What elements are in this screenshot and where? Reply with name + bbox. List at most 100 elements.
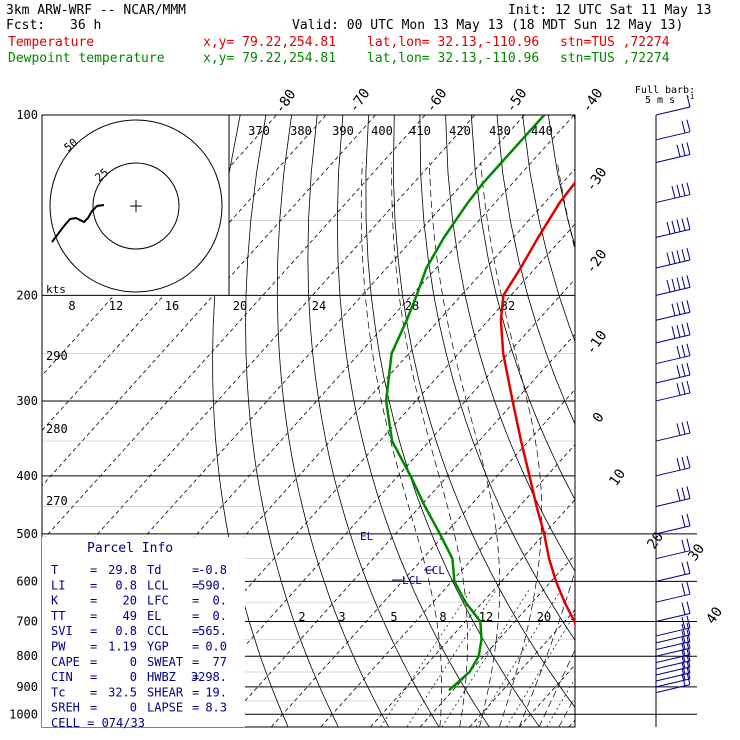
parcel-param-value: -0.8	[198, 563, 227, 577]
parcel-param-value: 29.8	[108, 563, 137, 577]
theta-label: 420	[449, 124, 471, 138]
mixing-ratio-line	[406, 589, 497, 727]
theta-label: 380	[290, 124, 312, 138]
theta-inset-label: 280	[46, 422, 68, 436]
wind-barb	[655, 538, 691, 560]
hodograph-unit-label: kts	[46, 283, 66, 296]
wind-barb	[655, 275, 691, 296]
pressure-tick-label: 1000	[9, 707, 38, 721]
parcel-param-name: YGP	[147, 640, 169, 654]
speed-scale-label: 32	[501, 299, 515, 313]
theta-inset-label: 290	[46, 349, 68, 363]
isotherm-line	[618, 115, 740, 727]
isotherm-label: -70	[346, 86, 374, 116]
parcel-equals: =	[192, 624, 199, 638]
dry-adiabat	[651, 115, 740, 727]
speed-scale-label: 20	[233, 299, 247, 313]
parcel-param-value: 19.	[205, 685, 227, 699]
isotherm-line	[42, 115, 575, 707]
barb-legend-value: 5 m s	[645, 95, 675, 106]
wind-barb	[655, 615, 691, 637]
parcel-equals: =	[90, 655, 97, 669]
parcel-equals: =	[90, 563, 97, 577]
dewpoint-profile	[384, 115, 546, 692]
parcel-equals: =	[90, 640, 97, 654]
speed-scale-label: 24	[312, 299, 326, 313]
pressure-tick-label: 500	[16, 527, 38, 541]
parcel-param-value: 0	[130, 655, 137, 669]
temperature-profile	[499, 181, 575, 627]
wind-barb	[655, 601, 691, 622]
parcel-info-box	[42, 537, 245, 727]
dry-adiabat	[307, 115, 440, 727]
parcel-equals: =	[192, 578, 199, 592]
parcel-param-value: 0	[130, 670, 137, 684]
parcel-param-name: SWEAT	[147, 655, 183, 669]
parcel-param-name: LCL	[147, 578, 169, 592]
init-time: Init: 12 UTC Sat 11 May 13	[508, 3, 712, 18]
parcel-param-value: 590.	[198, 578, 227, 592]
el-marker: EL	[360, 530, 374, 543]
hodograph-ring-25	[92, 162, 180, 250]
mixing-ratio-line	[546, 677, 575, 727]
moist-adiabat	[518, 162, 575, 727]
wind-barb	[655, 513, 691, 535]
dry-adiabat	[677, 115, 740, 727]
speed-scale-label: 12	[109, 299, 123, 313]
isotherm-line	[72, 168, 575, 727]
isotherm-line	[419, 554, 575, 727]
parcel-param-name: EL	[147, 609, 161, 623]
temperature-legend: Temperature	[8, 35, 95, 50]
moist-adiabat	[360, 162, 443, 727]
lcl-marker: LCL	[402, 574, 422, 587]
parcel-equals: =	[192, 563, 199, 577]
wind-barb	[655, 217, 691, 238]
parcel-param-value: 0.	[213, 594, 227, 608]
isotherm-line	[42, 115, 476, 597]
dry-adiabat	[365, 115, 540, 727]
isotherm-label: 30	[685, 541, 708, 564]
pressure-tick-label: 100	[16, 108, 38, 122]
parcel-param-value: 32.5	[108, 685, 137, 699]
mixing-ratio-label: 8	[439, 610, 446, 624]
isotherm-label: 0	[590, 410, 608, 426]
parcel-cell: CELL = 074/33	[51, 716, 145, 730]
theta-inset-label: 270	[46, 494, 68, 508]
parcel-equals: =	[192, 640, 199, 654]
pressure-tick-label: 600	[16, 574, 38, 588]
moist-adiabat	[391, 162, 468, 727]
parcel-equals: =	[192, 701, 199, 715]
theta-label: 370	[248, 124, 270, 138]
wind-barb	[655, 119, 691, 141]
parcel-equals: =	[90, 701, 97, 715]
dry-adiabat	[276, 115, 390, 727]
dry-adiabat	[600, 115, 740, 727]
mixing-ratio-label: 3	[338, 610, 345, 624]
parcel-equals: =	[90, 685, 97, 699]
forecast-label: Fcst:	[6, 18, 46, 33]
parcel-param-name: SHEAR	[147, 685, 184, 699]
mixing-ratio-line	[506, 613, 575, 727]
parcel-param-value: 1.19	[108, 640, 137, 654]
parcel-param-value: 3298.	[191, 670, 227, 684]
hodograph-center-mark	[130, 200, 142, 212]
parcel-param-name: Tc	[51, 685, 65, 699]
parcel-param-name: TT	[51, 609, 65, 623]
dry-adiabat	[496, 115, 575, 425]
ccl-marker: CCL	[425, 564, 445, 577]
parcel-param-value: 0.	[213, 609, 227, 623]
isotherm-label: -80	[272, 87, 300, 117]
parcel-param-value: 77	[213, 655, 227, 669]
isotherm-line	[270, 388, 575, 727]
isotherm-label: -40	[579, 86, 607, 116]
pressure-tick-label: 200	[16, 288, 38, 302]
hodograph-trace	[51, 204, 105, 243]
parcel-equals: =	[192, 685, 199, 699]
parcel-param-value: 565.	[198, 624, 227, 638]
wind-barb	[655, 94, 691, 116]
parcel-param-name: PW	[51, 640, 66, 654]
parcel-param-name: CAPE	[51, 655, 80, 669]
parcel-param-name: HWBZ	[147, 670, 176, 684]
pressure-tick-label: 700	[16, 614, 38, 628]
